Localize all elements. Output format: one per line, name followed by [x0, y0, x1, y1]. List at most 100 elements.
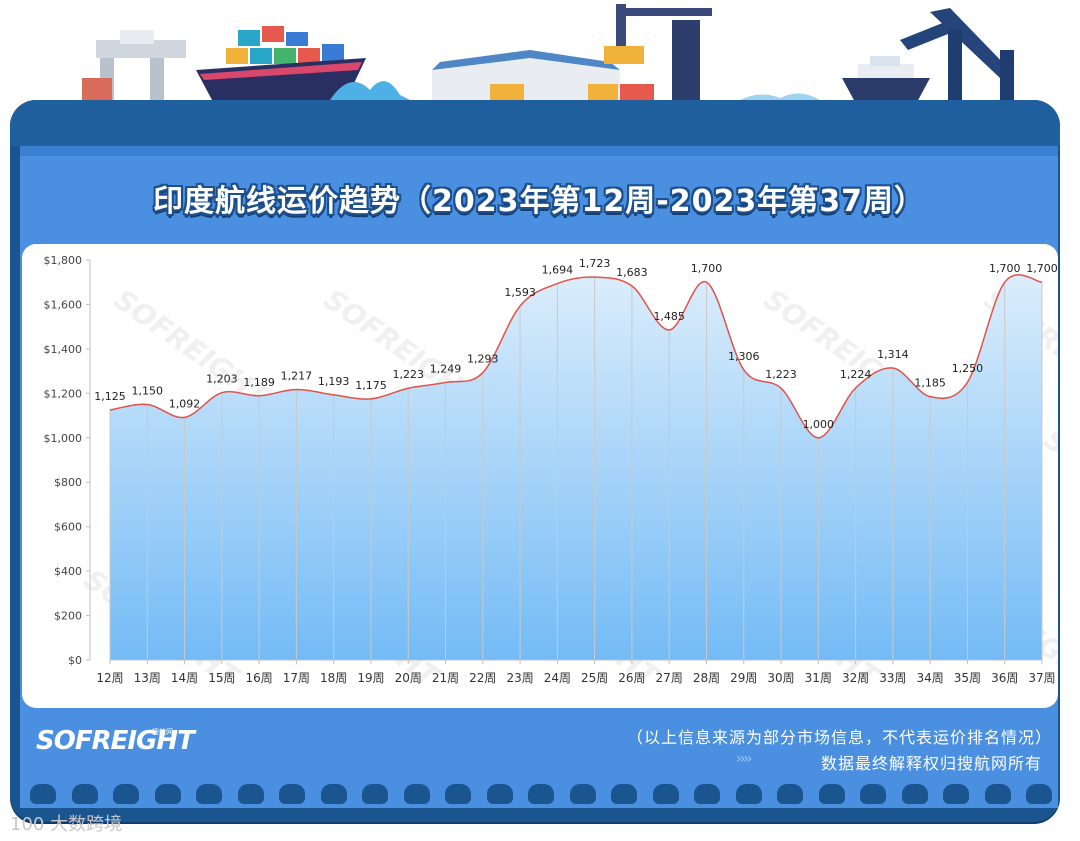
binder-hole — [279, 784, 305, 804]
binder-hole — [1026, 784, 1052, 804]
waves-icon — [330, 81, 820, 100]
sofreight-logo: SOFREIGHT — [36, 726, 195, 756]
x-tick-label: 16周 — [245, 671, 272, 685]
x-tick-label: 13周 — [134, 671, 161, 685]
container-ship-icon — [196, 26, 366, 100]
data-label: 1,150 — [132, 384, 164, 397]
x-tick-label: 28周 — [693, 671, 720, 685]
y-tick-label: $0 — [68, 654, 82, 667]
binder-hole — [154, 784, 181, 804]
binder-hole — [196, 784, 222, 804]
x-tick-label: 36周 — [991, 671, 1018, 685]
x-tick-label: 19周 — [357, 671, 384, 685]
data-label: 1,125 — [94, 390, 126, 403]
port-scenery-illustration — [82, 4, 1014, 104]
right-crane-icon — [900, 8, 1014, 102]
binder-hole — [652, 784, 679, 804]
binder-holes — [30, 784, 1052, 808]
y-tick-label: $400 — [54, 565, 82, 578]
x-tick-label: 33周 — [879, 671, 906, 685]
y-tick-label: $1,200 — [44, 387, 83, 400]
data-label: 1,694 — [542, 264, 574, 277]
frame-top-band — [10, 100, 1060, 146]
chart-title: 印度航线运价趋势（2023年第12周-2023年第37周） — [153, 184, 925, 219]
left-crane-icon — [82, 30, 186, 103]
freight-rate-area-chart: SOFREIGHTSOFREIGHTSOFREIGHTSOFREIGHTSOFR… — [44, 254, 1059, 694]
data-label: 1,175 — [355, 379, 387, 392]
data-label: 1,700 — [989, 262, 1021, 275]
y-tick-label: $1,800 — [44, 254, 83, 267]
y-tick-label: $600 — [54, 521, 82, 534]
brand-watermark-text: 大数跨境 — [50, 814, 123, 835]
x-tick-label: 31周 — [805, 671, 832, 685]
series-line — [109, 274, 1043, 439]
binder-hole — [528, 784, 554, 804]
binder-hole — [71, 784, 98, 804]
data-label: 1,249 — [430, 362, 462, 375]
chevron-right-icon: ›››› — [736, 751, 752, 767]
binder-hole — [237, 784, 264, 804]
data-label: 1,700 — [1026, 262, 1058, 275]
data-label: 1,314 — [877, 348, 909, 361]
data-label: 1,223 — [392, 368, 424, 381]
data-label: 1,185 — [914, 377, 946, 390]
sofreight-logo-sub: 搜航网 — [152, 728, 173, 736]
area-fill — [110, 274, 1042, 660]
x-tick-label: 27周 — [656, 671, 683, 685]
data-label: 1,700 — [691, 262, 723, 275]
y-tick-label: $1,000 — [44, 432, 83, 445]
data-label: 1,203 — [206, 373, 238, 386]
data-label: 1,485 — [653, 310, 685, 323]
brand-watermark: 100 大数跨境 — [10, 810, 122, 836]
binder-hole — [984, 784, 1011, 804]
binder-hole — [860, 784, 886, 804]
x-tick-label: 29周 — [730, 671, 757, 685]
x-tick-label: 14周 — [171, 671, 198, 685]
gantry-crane-icon — [604, 4, 712, 100]
cruise-ship-icon — [842, 56, 930, 104]
x-tick-label: 20周 — [395, 671, 422, 685]
data-label: 1,306 — [728, 350, 760, 363]
binder-hole — [818, 784, 845, 804]
binder-hole — [320, 784, 347, 804]
binder-hole — [901, 784, 928, 804]
y-tick-label: $800 — [54, 476, 82, 489]
binder-hole — [30, 784, 56, 804]
x-tick-label: 37周 — [1028, 671, 1055, 685]
data-label: 1,092 — [169, 397, 201, 410]
data-label: 1,250 — [952, 362, 984, 375]
x-tick-label: 30周 — [767, 671, 794, 685]
x-tick-label: 32周 — [842, 671, 869, 685]
binder-hole — [445, 784, 471, 804]
data-label: 1,723 — [579, 257, 611, 270]
y-tick-label: $1,400 — [44, 343, 83, 356]
data-label: 1,593 — [504, 286, 536, 299]
binder-hole — [943, 784, 969, 804]
y-tick-label: $1,600 — [44, 298, 83, 311]
x-tick-label: 35周 — [954, 671, 981, 685]
binder-hole — [611, 784, 637, 804]
binder-hole — [694, 784, 720, 804]
x-tick-label: 24周 — [544, 671, 571, 685]
binder-hole — [486, 784, 513, 804]
binder-hole — [777, 784, 803, 804]
x-tick-label: 22周 — [469, 671, 496, 685]
x-tick-label: 21周 — [432, 671, 459, 685]
source-note: （以上信息来源为部分市场信息，不代表运价排名情况） — [626, 728, 1052, 747]
data-label: 1,224 — [840, 368, 872, 381]
y-tick-label: $200 — [54, 610, 82, 623]
binder-hole — [403, 784, 430, 804]
inner-top-stripe — [20, 146, 1058, 156]
data-label: 1,217 — [281, 370, 313, 383]
data-label: 1,193 — [318, 375, 350, 388]
binder-hole — [735, 784, 762, 804]
x-tick-label: 23周 — [506, 671, 533, 685]
x-tick-label: 12周 — [96, 671, 123, 685]
data-label: 1,189 — [243, 376, 275, 389]
data-label: 1,683 — [616, 266, 648, 279]
rights-note: 数据最终解释权归搜航网所有 — [820, 754, 1042, 773]
binder-hole — [362, 784, 388, 804]
x-tick-label: 18周 — [320, 671, 347, 685]
x-tick-label: 17周 — [283, 671, 310, 685]
data-label: 1,223 — [765, 368, 797, 381]
